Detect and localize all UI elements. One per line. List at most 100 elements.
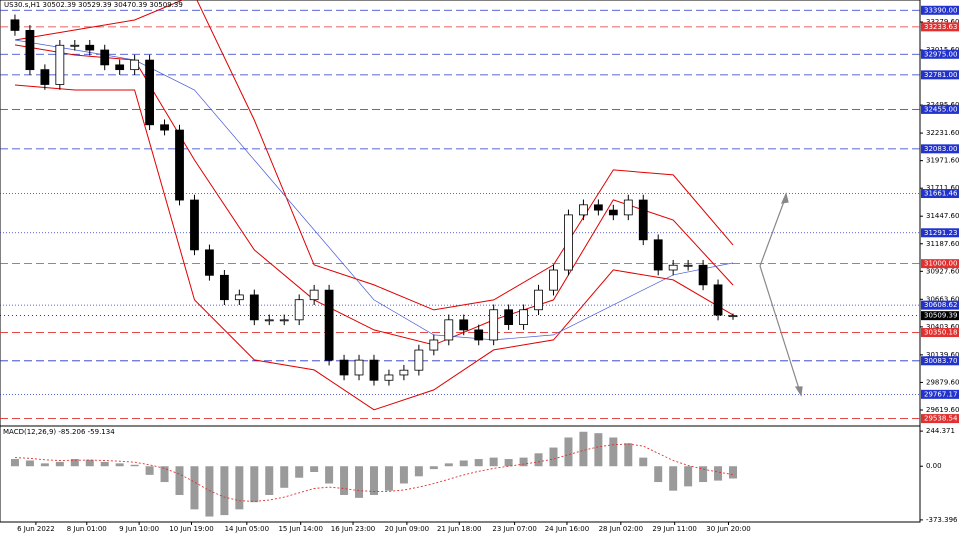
level-label-box [921, 259, 959, 269]
candle-body [728, 315, 738, 318]
macd-bar [85, 459, 94, 467]
candle-body [190, 199, 199, 251]
level-label-box [921, 189, 959, 199]
candle-body [593, 204, 603, 211]
macd-bar [310, 466, 319, 472]
candle-body [160, 124, 169, 131]
level-label: 31291.23 [924, 229, 957, 237]
macd-bar [325, 466, 334, 484]
macd-bar [205, 466, 214, 517]
candle-body [130, 59, 140, 71]
candle-body [354, 359, 364, 376]
macd-bar [100, 461, 109, 467]
candle-body [25, 30, 35, 71]
y-tick-label: 31711.60 [926, 184, 959, 192]
macd-bar [384, 466, 393, 491]
signal-line [14, 443, 734, 502]
macd-bar [624, 443, 633, 467]
macd-bar [429, 466, 438, 470]
macd-bar [340, 466, 349, 495]
x-tick-label: 23 Jun 07:00 [492, 525, 536, 533]
candle-body [474, 329, 484, 341]
x-tick-label: 20 Jun 09:00 [385, 525, 429, 533]
indicator-line [14, 84, 734, 411]
macd-bar [609, 437, 618, 467]
x-tick-label: 6 Jun 2022 [17, 525, 55, 533]
level-label: 31000.00 [924, 260, 957, 268]
macd-bar [265, 466, 274, 495]
level-label: 30608.62 [924, 301, 957, 309]
candle-body [668, 264, 678, 271]
candle-body [579, 204, 588, 216]
level-label: 29538.54 [924, 415, 958, 423]
candle-body [608, 209, 618, 216]
y-tick-label: 31447.60 [926, 212, 959, 220]
level-label-box [921, 104, 959, 114]
level-label: 32975.00 [924, 50, 957, 58]
candle-body [85, 44, 95, 51]
macd-bar [25, 460, 34, 467]
x-tick-label: 14 Jun 05:00 [225, 525, 269, 533]
level-label: 33233.63 [924, 23, 957, 31]
candle-body [638, 199, 648, 241]
candle-body [399, 369, 409, 376]
level-label-box [921, 70, 959, 80]
y-tick-label: 29879.60 [926, 378, 959, 386]
macd-bar [669, 466, 678, 491]
macd-title: MACD(12,26,9) -85.206 -59.134 [3, 428, 115, 436]
y-tick-label: 30663.60 [926, 295, 959, 303]
y-tick-label: 0.00 [926, 462, 942, 470]
macd-bar [489, 457, 498, 467]
macd-bar [549, 447, 558, 467]
candle-body [564, 214, 573, 271]
x-tick-label: 16 Jun 23:00 [331, 525, 375, 533]
candle-body [698, 264, 708, 286]
candle-body [429, 339, 439, 351]
plot-frame [0, 0, 921, 523]
macd-bar [115, 463, 124, 467]
macd-bar [40, 463, 49, 467]
x-tick-label: 8 Jun 01:00 [67, 525, 107, 533]
macd-bar [594, 433, 603, 467]
candle-body [504, 309, 514, 326]
candle-body [205, 249, 214, 276]
candle-body [294, 299, 304, 321]
candle-body [55, 44, 65, 85]
macd-bar [564, 437, 573, 467]
macd-bar [714, 466, 723, 481]
candle-body [309, 289, 319, 301]
level-label-box [921, 228, 959, 238]
level-label-box [921, 300, 959, 310]
candle-body [519, 309, 528, 326]
level-label-box [921, 414, 959, 424]
candle-body [489, 309, 499, 341]
macd-bar [699, 466, 708, 483]
y-tick-label: 31187.60 [926, 240, 959, 248]
level-label-box [921, 49, 959, 59]
macd-bar [684, 466, 693, 487]
chart-title: US30.s,H1 30502.39 30529.39 30470.39 305… [4, 1, 183, 9]
macd-panel [10, 431, 738, 517]
candle-body [115, 64, 125, 71]
y-tick-label: 32231.60 [926, 129, 959, 137]
macd-bar [639, 457, 648, 467]
y-tick-label: 33279.60 [926, 18, 959, 26]
macd-bar [175, 466, 184, 495]
x-tick-label: 10 Jun 19:00 [169, 525, 213, 533]
level-label: 30350.18 [924, 329, 957, 337]
macd-bar [70, 459, 79, 467]
candle-body [713, 284, 723, 316]
macd-bar [55, 461, 64, 467]
macd-bar [654, 466, 663, 483]
level-label-box [921, 328, 959, 338]
candle-body [623, 199, 633, 216]
y-tick-label: 30139.60 [926, 351, 959, 359]
candle-body [324, 289, 334, 361]
macd-bar [145, 466, 154, 475]
candle-body [40, 69, 50, 85]
x-tick-label: 30 Jun 20:00 [706, 525, 750, 533]
indicator-line [14, 39, 734, 341]
candle-body [100, 49, 110, 66]
candle-body [444, 319, 454, 341]
